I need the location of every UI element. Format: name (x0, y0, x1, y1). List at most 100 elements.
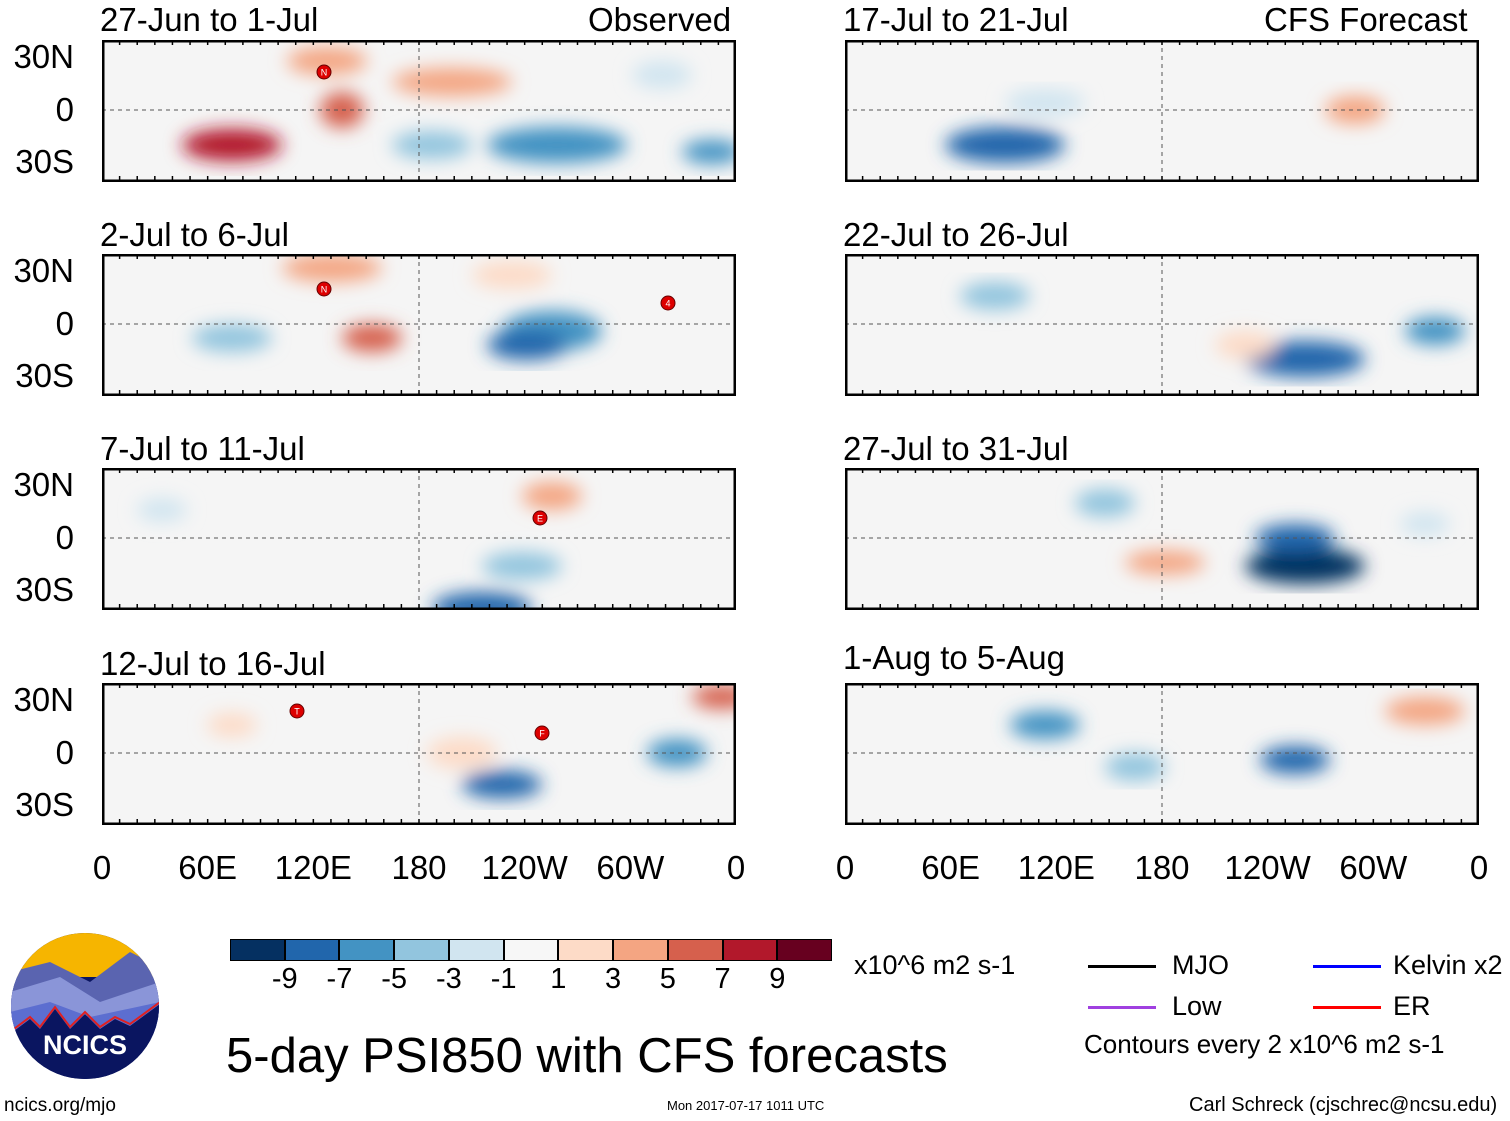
storm-label: F (539, 729, 545, 739)
panel-title-right-2: 27-Jul to 31-Jul (843, 430, 1069, 467)
x-tick-label: 180 (1134, 849, 1190, 886)
x-tick-label: 120W (481, 849, 568, 886)
map-panel-right-0 (845, 40, 1479, 182)
colorbar-swatch (284, 939, 340, 961)
anomaly-blob (1245, 548, 1365, 584)
legend-line-er (1313, 1006, 1381, 1009)
anomaly-blob (392, 68, 512, 96)
panel-title-right-1: 22-Jul to 26-Jul (843, 216, 1069, 253)
tropical-cyclone-icon: 4 (660, 295, 676, 311)
y-tick-label: 30N (13, 38, 74, 75)
legend-line-low (1088, 1006, 1156, 1009)
panel-title-left-2: 7-Jul to 11-Jul (100, 430, 305, 467)
anomaly-blob (1125, 550, 1205, 575)
storm-label: 4 (665, 299, 670, 309)
anomaly-blob (1405, 317, 1465, 345)
colorbar-swatch (558, 939, 614, 961)
x-tick-label: 120W (1224, 849, 1311, 886)
x-tick-label: 0 (726, 849, 746, 886)
y-tick-label: 30S (15, 357, 74, 394)
anomaly-blob (207, 713, 257, 737)
anomaly-blob (482, 552, 562, 580)
tropical-cyclone-icon: F (534, 725, 550, 741)
tropical-cyclone-icon: N (316, 281, 332, 297)
anomaly-blob (522, 482, 582, 510)
observed-label: Observed (588, 1, 732, 38)
anomaly-blob (682, 140, 736, 164)
storm-label: T (294, 707, 300, 717)
anomaly-blob (182, 129, 282, 161)
x-tick-label: 60E (178, 849, 238, 886)
colorbar-label: -1 (490, 963, 517, 995)
y-tick-label: 30N (13, 252, 74, 289)
anomaly-blob (342, 324, 402, 352)
footer-url[interactable]: ncics.org/mjo (4, 1095, 116, 1116)
anomaly-blob (487, 127, 627, 163)
anomaly-blob (1215, 331, 1275, 359)
y-tick-label: 30S (15, 571, 74, 608)
anomaly-blob (632, 61, 692, 89)
anomaly-blob (1010, 711, 1080, 739)
anomaly-blob (1325, 96, 1385, 124)
panel-title-left-0: 27-Jun to 1-Jul (100, 1, 319, 38)
legend-label-mjo: MJO (1172, 950, 1229, 980)
panel-title-left-1: 2-Jul to 6-Jul (100, 216, 289, 253)
legend-label-low: Low (1172, 991, 1222, 1021)
colorbar-label: 5 (659, 963, 676, 995)
y-tick-label: 0 (55, 734, 74, 771)
map-panel-left-0: N (102, 40, 736, 182)
anomaly-blob (960, 282, 1030, 310)
colorbar-swatch (722, 939, 778, 961)
x-tick-label: 0 (1469, 849, 1489, 886)
footer-author: Carl Schreck (cjschrec@ncsu.edu) (1189, 1094, 1498, 1116)
anomaly-blob (287, 47, 367, 75)
anomaly-blob (1385, 697, 1465, 725)
x-tick-label: 120E (1017, 849, 1095, 886)
ncics-logo: NCICS (11, 933, 159, 1079)
map-panel-left-2: E (102, 468, 736, 610)
colorbar-swatch (613, 939, 668, 961)
colorbar-units: x10^6 m2 s-1 (854, 950, 1016, 980)
colorbar-swatch (777, 939, 832, 961)
colorbar-swatch (339, 939, 395, 961)
anomaly-blob (487, 330, 567, 360)
y-tick-label: 30S (15, 143, 74, 180)
anomaly-blob (1005, 89, 1085, 117)
colorbar-swatch (394, 939, 449, 961)
legend-line-mjo (1088, 965, 1156, 968)
legend-line-kelvin (1313, 965, 1381, 968)
map-panel-right-3 (845, 683, 1479, 825)
colorbar-label: -5 (381, 963, 408, 995)
main-title: 5-day PSI850 with CFS forecasts (226, 1029, 948, 1083)
colorbar-label: 7 (714, 963, 731, 995)
tropical-cyclone-icon: E (532, 510, 548, 526)
map-panel-right-2 (845, 468, 1479, 610)
anomaly-blob (1105, 753, 1165, 781)
colorbar-swatch (230, 939, 285, 961)
x-tick-label: 60W (596, 849, 665, 886)
colorbar-label: 1 (550, 963, 567, 995)
storm-label: N (321, 68, 328, 78)
colorbar-label: -9 (271, 963, 298, 995)
colorbar-swatch (448, 939, 504, 961)
x-tick-label: 180 (391, 849, 447, 886)
anomaly-blob (1260, 746, 1330, 774)
anomaly-blob (192, 324, 272, 352)
x-tick-label: 120E (274, 849, 352, 886)
anomaly-blob (462, 770, 542, 799)
footer-timestamp: Mon 2017-07-17 1011 UTC (667, 1098, 825, 1113)
panel-title-right-3: 1-Aug to 5-Aug (843, 639, 1065, 676)
tropical-cyclone-icon: N (316, 64, 332, 80)
x-tick-label: 0 (835, 849, 855, 886)
colorbar-label: 9 (769, 963, 786, 995)
legend-label-er: ER (1393, 991, 1431, 1021)
forecast-label: CFS Forecast (1264, 1, 1468, 38)
y-tick-label: 0 (55, 91, 74, 128)
y-tick-label: 0 (55, 305, 74, 342)
y-tick-label: 30N (13, 466, 74, 503)
panel-title-left-3: 12-Jul to 16-Jul (100, 645, 326, 682)
logo-text: NCICS (43, 1030, 127, 1060)
